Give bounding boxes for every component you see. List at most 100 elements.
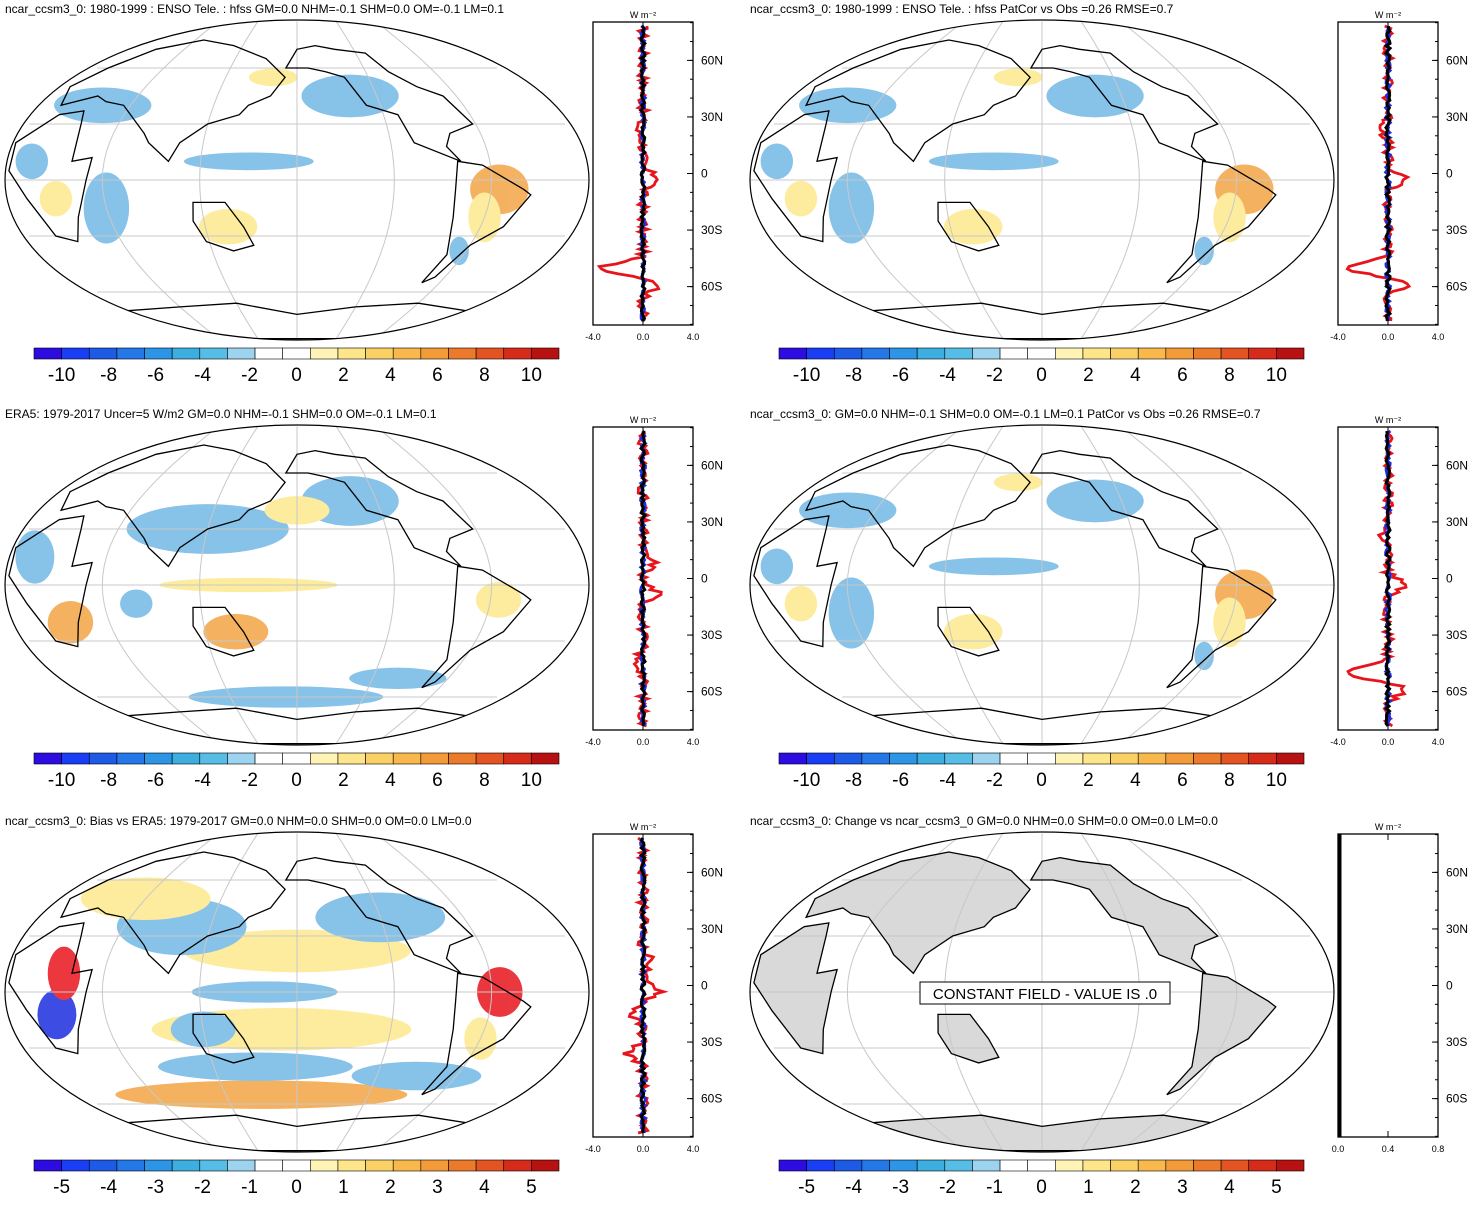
shade-patch [349,667,447,689]
colorbar-cell [1027,752,1056,765]
colorbar: -10 -8 -6 -4 -2 0 2 4 6 8 10 [778,347,1305,386]
map-shading [15,68,529,266]
shade-patch [449,236,469,266]
colorbar-cell [61,347,90,360]
colorbar-cell [531,752,560,765]
colorbar-cell [227,347,256,360]
coastlines [8,851,532,1152]
colorbar-cell [806,1159,835,1172]
colorbar-cell [33,347,62,360]
zonal-profile: W m⁻² 60N 30N 0 30S 60S 0.0 0.4 0.8 [1332,822,1468,1154]
colorbar-cell [420,347,449,360]
panel-title: ncar_ccsm3_0: 1980-1999 : ENSO Tele. : h… [5,2,505,16]
colorbar-cell [1082,1159,1111,1172]
colorbar-cell [972,1159,1001,1172]
colorbar-cell [1276,1159,1305,1172]
panel-figure: -5 -4 -3 -2 -1 0 1 2 3 4 5 W m⁻² 60N 30N 0 30S 60S -4.0 0.… [4,822,723,1198]
shade-patch [799,492,897,529]
colorbar-cell [282,752,311,765]
colorbar-cell [448,1159,477,1172]
colorbar-cell [392,752,422,765]
colorbar-cell [337,752,366,765]
profile-x-tick-label: 4.0 [687,332,700,342]
colorbar-cell [365,752,394,765]
colorbar-tick-label: -8 [100,365,117,386]
colorbar-cell [1220,1159,1250,1172]
colorbar-cell [254,347,283,360]
profile-x-tick-label: -4.0 [1330,332,1346,342]
panel-model-summary: ncar_ccsm3_0: GM=0.0 NHM=-0.1 SHM=0.0 OM… [745,405,1483,800]
map-shading [37,877,523,1109]
colorbar-cell [944,752,973,765]
shade-patch [248,68,298,87]
colorbar-cell [282,347,311,360]
colorbar-cell [889,1159,918,1172]
map-border [4,19,590,341]
panel-era5: ERA5: 1979-2017 Uncer=5 W/m2 GM=0.0 NHM=… [0,405,740,800]
map-border [749,831,1335,1153]
lat-tick-label: 0 [701,167,708,181]
lat-tick-label: 30N [1446,110,1468,124]
colorbar-tick-label: 4 [479,1177,490,1198]
colorbar-tick-label: 0 [1036,770,1047,791]
colorbar-cell [33,1159,62,1172]
profile-unit-label: W m⁻² [630,822,656,832]
profile-x-tick-label: 4.0 [1432,332,1445,342]
colorbar-cell [889,347,918,360]
lat-tick-label: 60N [701,53,723,67]
panel-figure: -10 -8 -6 -4 -2 0 2 4 6 8 10 W m⁻² 60N 30N 0 30S 60S -4.0… [4,415,723,791]
lat-tick-label: 60S [1446,1092,1467,1106]
zonal-profile: W m⁻² 60N 30N 0 30S 60S -4.0 0.0 4.0 [1330,415,1468,747]
shade-patch [351,1061,482,1091]
colorbar-cell [1276,752,1305,765]
colorbar-tick-label: -2 [939,1177,956,1198]
coastlines [8,444,532,745]
colorbar-tick-label: -8 [100,770,117,791]
panel-change: ncar_ccsm3_0: Change vs ncar_ccsm3_0 GM=… [745,812,1483,1207]
colorbar-cell [1165,1159,1194,1172]
map-area [750,425,1334,745]
land-southAmerica [1166,973,1276,1095]
colorbar-cell [116,1159,145,1172]
colorbar: -5 -4 -3 -2 -1 0 1 2 3 4 5 [33,1159,560,1198]
colorbar: -10 -8 -6 -4 -2 0 2 4 6 8 10 [33,347,560,386]
colorbar-tick-label: -8 [845,365,862,386]
map-area [750,20,1334,340]
colorbar-tick-label: 2 [1083,770,1094,791]
colorbar-tick-label: 4 [1224,1177,1235,1198]
colorbar-tick-label: 2 [1130,1177,1141,1198]
profile-x-tick-label: -4.0 [585,1144,601,1154]
colorbar-tick-label: -2 [986,770,1003,791]
colorbar-cell [420,752,449,765]
colorbar-tick-label: -4 [100,1177,117,1198]
colorbar-cell [116,347,145,360]
colorbar-tick-label: 6 [432,365,443,386]
colorbar-cell [144,1159,173,1172]
colorbar-tick-label: 2 [1083,365,1094,386]
profile-x-tick-label: 4.0 [1432,737,1445,747]
colorbar-cell [1055,1159,1084,1172]
colorbar-cell [1082,752,1111,765]
colorbar-cell [365,347,394,360]
colorbar-cell [503,347,532,360]
colorbar-cell [310,1159,339,1172]
colorbar-tick-label: 8 [1224,770,1235,791]
coastlines [8,39,532,340]
profile-x-tick-label: -4.0 [1330,737,1346,747]
shade-patch [1194,641,1214,671]
colorbar-tick-label: -10 [793,365,820,386]
colorbar-cell [1248,1159,1277,1172]
colorbar-cell [944,1159,973,1172]
map-area [5,20,589,340]
profile-line-black [639,430,648,727]
colorbar-cell [88,752,118,765]
colorbar-cell [1248,347,1277,360]
colorbar-tick-label: -6 [892,770,909,791]
colorbar-cell [282,1159,311,1172]
colorbar-cell [531,1159,560,1172]
map-area [5,832,589,1152]
colorbar-cell [144,347,173,360]
shade-patch [799,87,897,124]
shade-patch [1046,74,1144,118]
colorbar-cell [1027,347,1056,360]
